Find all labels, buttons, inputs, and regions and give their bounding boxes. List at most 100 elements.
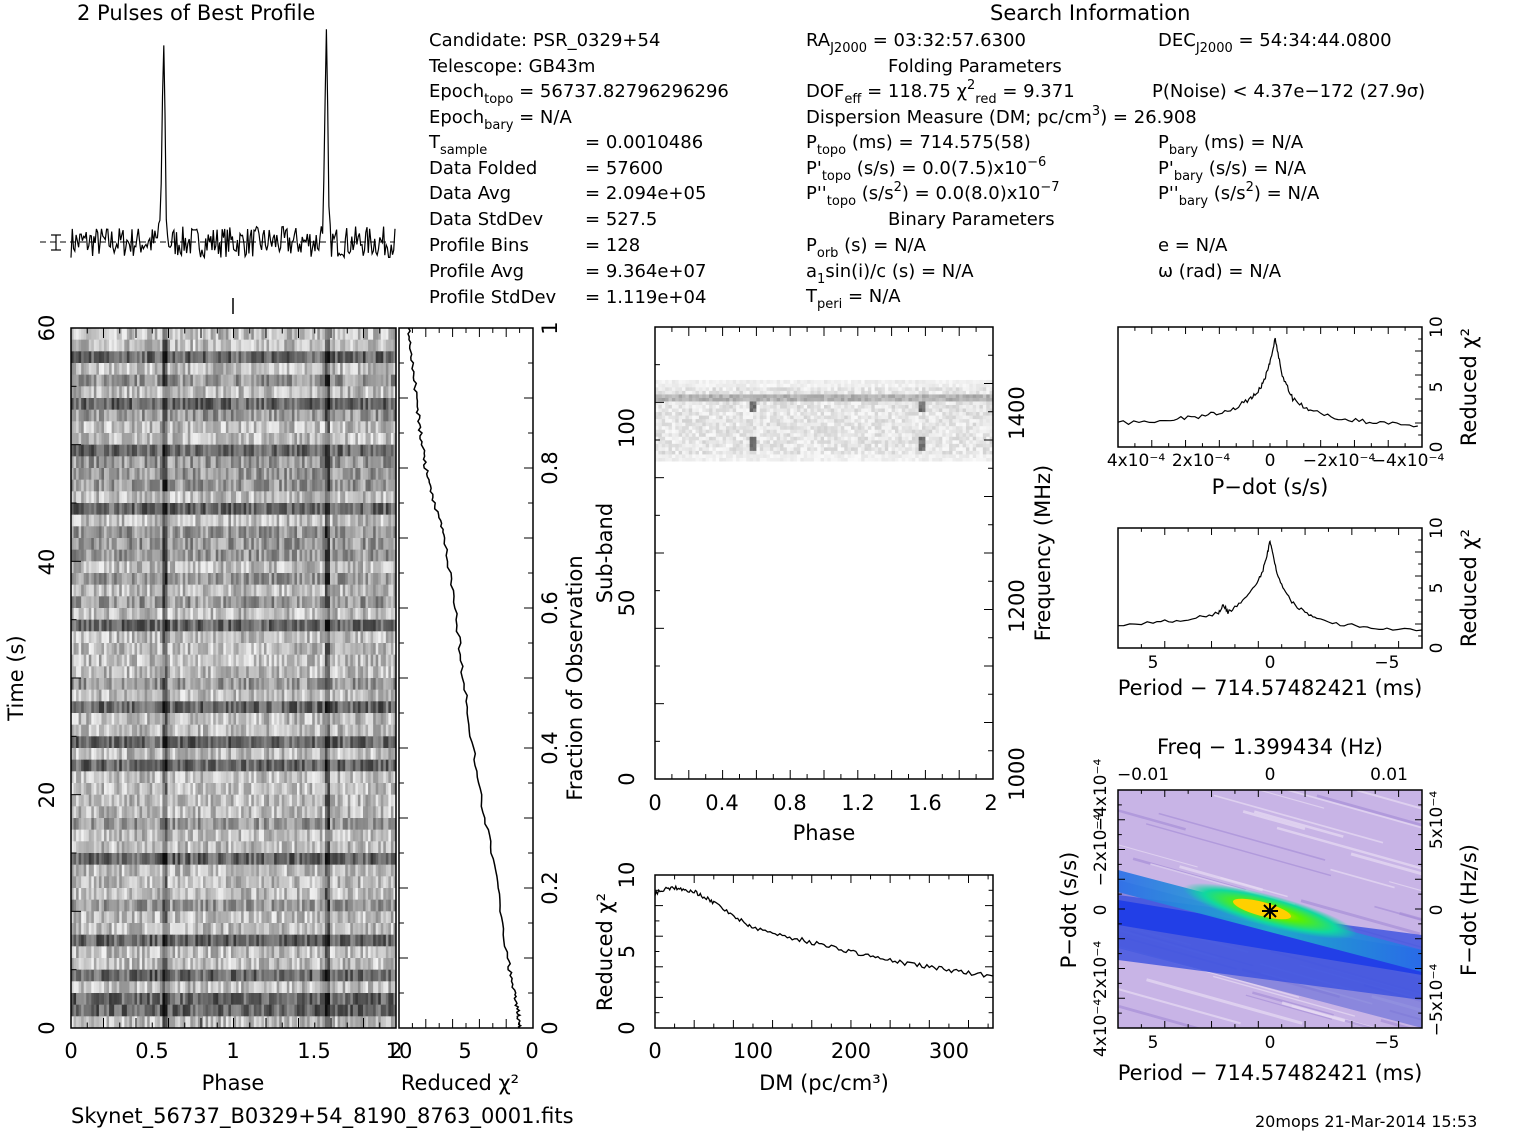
- time-phase-cell: [195, 480, 198, 492]
- time-phase-cell: [246, 690, 249, 702]
- time-phase-cell: [267, 340, 270, 352]
- time-phase-cell: [162, 585, 165, 597]
- time-phase-cell: [267, 503, 270, 515]
- time-phase-cell: [228, 620, 231, 632]
- time-phase-cell: [373, 433, 376, 445]
- time-phase-cell: [269, 468, 272, 480]
- time-phase-cell: [109, 771, 112, 783]
- time-phase-cell: [241, 375, 244, 387]
- time-phase-cell: [305, 736, 308, 748]
- time-phase-cell: [294, 713, 297, 725]
- time-phase-cell: [183, 410, 186, 422]
- time-phase-cell: [269, 690, 272, 702]
- time-phase-cell: [307, 643, 310, 655]
- time-phase-cell: [378, 421, 381, 433]
- time-phase-cell: [284, 340, 287, 352]
- time-phase-cell: [124, 736, 127, 748]
- time-phase-cell: [259, 351, 262, 363]
- time-phase-cell: [277, 725, 280, 737]
- time-phase-cell: [259, 713, 262, 725]
- time-phase-cell: [289, 363, 292, 375]
- time-phase-cell: [200, 561, 203, 573]
- time-phase-cell: [122, 421, 125, 433]
- time-phase-cell: [165, 503, 168, 515]
- time-phase-cell: [101, 456, 104, 468]
- time-phase-cell: [350, 643, 353, 655]
- time-phase-cell: [236, 585, 239, 597]
- time-phase-cell: [320, 340, 323, 352]
- time-phase-cell: [269, 491, 272, 503]
- time-phase-cell: [254, 538, 257, 550]
- time-phase-cell: [391, 550, 394, 562]
- time-phase-cell: [122, 515, 125, 527]
- time-phase-cell: [137, 643, 140, 655]
- time-phase-cell: [294, 760, 297, 772]
- time-phase-cell: [150, 515, 153, 527]
- time-phase-cell: [388, 351, 391, 363]
- time-phase-cell: [297, 386, 300, 398]
- time-phase-cell: [119, 503, 122, 515]
- time-phase-cell: [353, 433, 356, 445]
- time-phase-cell: [132, 561, 135, 573]
- time-phase-cell: [241, 491, 244, 503]
- time-phase-cell: [350, 398, 353, 410]
- time-phase-cell: [294, 550, 297, 562]
- time-phase-cell: [310, 596, 313, 608]
- time-phase-cell: [180, 573, 183, 585]
- time-phase-cell: [200, 748, 203, 760]
- time-phase-cell: [104, 526, 107, 538]
- time-phase-cell: [241, 655, 244, 667]
- time-phase-cell: [279, 596, 282, 608]
- time-phase-cell: [366, 573, 369, 585]
- time-phase-cell: [340, 363, 343, 375]
- time-phase-cell: [383, 363, 386, 375]
- time-phase-cell: [386, 561, 389, 573]
- time-phase-cell: [134, 678, 137, 690]
- time-phase-cell: [244, 643, 247, 655]
- time-phase-cell: [157, 340, 160, 352]
- time-phase-cell: [300, 620, 303, 632]
- time-phase-cell: [267, 631, 270, 643]
- time-phase-cell: [244, 596, 247, 608]
- time-phase-cell: [180, 503, 183, 515]
- time-phase-cell: [101, 748, 104, 760]
- time-phase-cell: [226, 678, 229, 690]
- time-phase-cell: [251, 421, 254, 433]
- time-phase-cell: [188, 351, 191, 363]
- time-phase-cell: [223, 725, 226, 737]
- time-phase-cell: [241, 538, 244, 550]
- time-phase-cell: [226, 456, 229, 468]
- time-phase-cell: [340, 736, 343, 748]
- time-phase-cell: [249, 608, 252, 620]
- time-phase-cell: [289, 561, 292, 573]
- time-phase-cell: [246, 655, 249, 667]
- time-phase-cell: [76, 643, 79, 655]
- time-phase-cell: [302, 421, 305, 433]
- time-phase-cell: [117, 491, 120, 503]
- time-phase-cell: [101, 410, 104, 422]
- time-phase-cell: [142, 736, 145, 748]
- time-phase-cell: [355, 515, 358, 527]
- time-phase-cell: [99, 386, 102, 398]
- time-phase-cell: [307, 573, 310, 585]
- time-phase-cell: [269, 526, 272, 538]
- time-phase-cell: [277, 550, 280, 562]
- time-phase-cell: [218, 620, 221, 632]
- time-phase-cell: [155, 771, 158, 783]
- time-phase-cell: [360, 690, 363, 702]
- time-phase-cell: [94, 398, 97, 410]
- time-phase-cell: [246, 421, 249, 433]
- time-phase-cell: [221, 398, 224, 410]
- time-phase-cell: [340, 386, 343, 398]
- time-phase-cell: [84, 713, 87, 725]
- time-phase-cell: [223, 748, 226, 760]
- time-phase-cell: [284, 480, 287, 492]
- time-phase-cell: [373, 585, 376, 597]
- time-phase-cell: [388, 410, 391, 422]
- time-phase-cell: [117, 655, 120, 667]
- time-phase-cell: [175, 351, 178, 363]
- time-phase-cell: [226, 480, 229, 492]
- time-phase-cell: [305, 456, 308, 468]
- time-phase-cell: [99, 503, 102, 515]
- time-phase-cell: [91, 328, 94, 340]
